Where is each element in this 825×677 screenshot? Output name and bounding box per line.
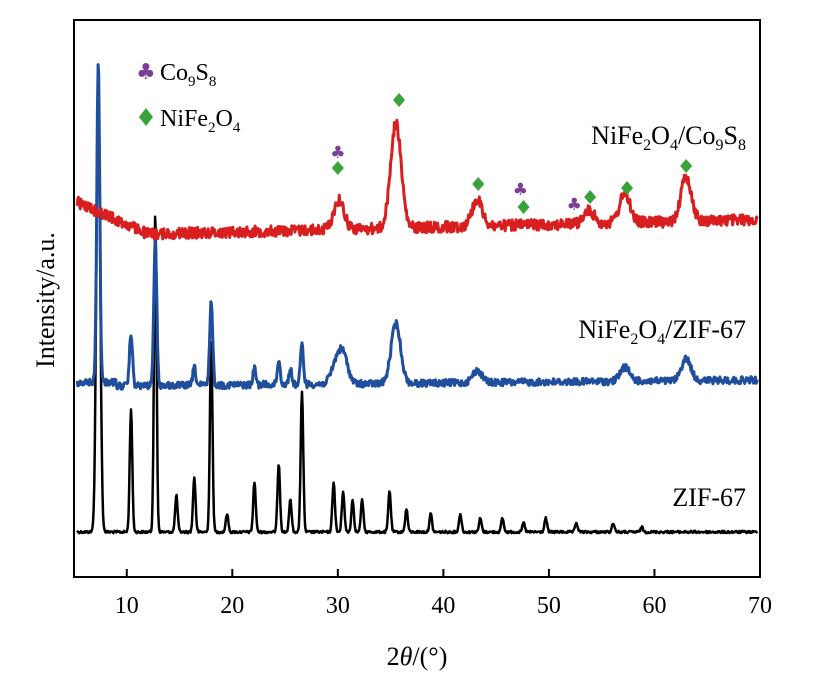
- series-line-nife2o4-zif-67: [75, 63, 759, 391]
- x-tick-label: 60: [642, 593, 666, 619]
- series-line-zif-67: [76, 78, 759, 535]
- x-axis-label: 2θ/(°): [387, 642, 448, 671]
- nife2o4-marker: [680, 159, 693, 173]
- x-axis-ticks: 10 20 30 40 50 60 70: [115, 569, 772, 619]
- series-line-nife2o4-co9s8: [75, 118, 759, 241]
- co9s8-marker: ♣: [330, 143, 345, 163]
- y-axis-label: Intensity/a.u.: [31, 232, 60, 368]
- x-tick-label: 40: [431, 593, 455, 619]
- nife2o4-marker: [621, 181, 634, 195]
- nife2o4-marker: [472, 177, 485, 191]
- legend-label-nife2o4: NiFe2O4: [160, 106, 241, 136]
- nife2o4-marker: [331, 161, 344, 175]
- nife2o4-marker: [393, 93, 406, 107]
- co9s8-marker: ♣: [567, 195, 582, 215]
- plot-curves: [75, 63, 759, 535]
- co9s8-marker: ♣: [513, 180, 528, 200]
- diamond-icon: [139, 108, 153, 126]
- x-tick-label: 30: [326, 593, 350, 619]
- x-tick-label: 20: [220, 593, 244, 619]
- club-icon: ♣: [136, 60, 156, 85]
- phase-markers: ♣ ♣ ♣: [330, 93, 693, 215]
- nife2o4-marker: [517, 200, 530, 214]
- plot-frame: [73, 19, 761, 578]
- legend: ♣ Co9S8 NiFe2O4: [136, 60, 241, 136]
- legend-label-co9s8: Co9S8: [160, 60, 216, 90]
- series-label-middle: NiFe2O4/ZIF-67: [578, 315, 746, 348]
- nife2o4-marker: [584, 190, 597, 204]
- legend-co9s8: ♣ Co9S8: [136, 60, 216, 90]
- x-tick-label: 70: [748, 593, 772, 619]
- legend-nife2o4: NiFe2O4: [139, 106, 241, 136]
- series-label-top: NiFe2O4/Co9S8: [591, 121, 746, 154]
- x-tick-label: 10: [115, 593, 139, 619]
- series-label-bottom: ZIF-67: [672, 483, 746, 512]
- x-tick-label: 50: [537, 593, 561, 619]
